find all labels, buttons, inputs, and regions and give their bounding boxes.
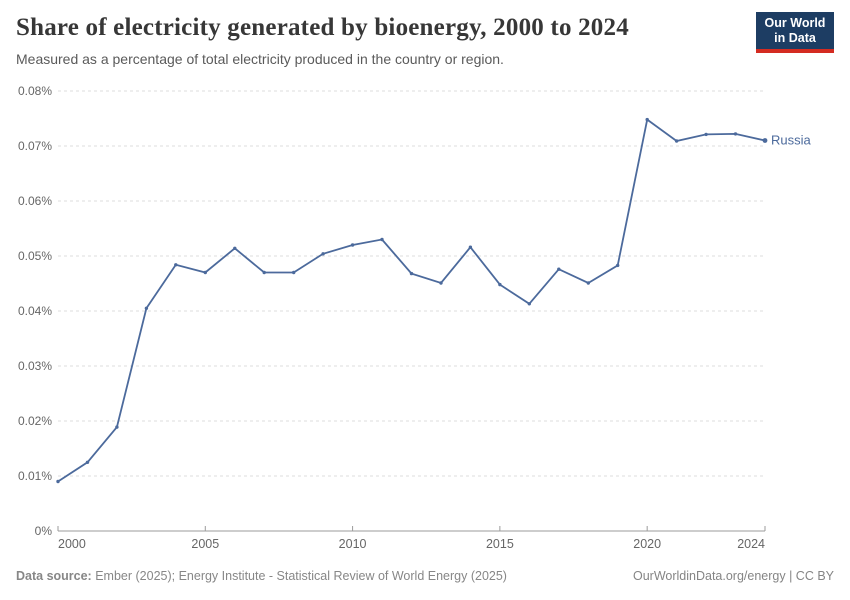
data-point[interactable] — [350, 243, 355, 247]
data-point[interactable] — [616, 263, 620, 268]
data-point[interactable] — [498, 282, 502, 287]
chart-footer: Data source: Ember (2025); Energy Instit… — [16, 569, 834, 583]
line-chart-canvas[interactable]: 0% 0.01% 0.02% 0.03% 0.04% 0.05% 0.06% 0.07% 0.0… — [0, 80, 850, 555]
data-point[interactable] — [203, 270, 207, 275]
y-tick-label: 0.06% — [18, 194, 52, 208]
y-tick-label: 0% — [35, 524, 53, 538]
data-point[interactable] — [704, 132, 708, 137]
data-source-text: Ember (2025); Energy Institute - Statist… — [91, 569, 507, 583]
data-point[interactable] — [439, 281, 443, 285]
data-point[interactable] — [85, 460, 90, 464]
credit-link[interactable]: OurWorldinData.org/energy | CC BY — [632, 569, 834, 583]
data-point[interactable] — [380, 237, 384, 242]
x-tick-label: 2015 — [486, 537, 514, 551]
data-point[interactable] — [321, 252, 325, 256]
series-entity-label[interactable]: Russia — [771, 133, 812, 148]
owid-logo-line2: in Data — [774, 31, 816, 45]
data-point[interactable] — [557, 267, 561, 271]
data-point[interactable] — [144, 306, 149, 310]
data-point[interactable] — [262, 270, 266, 275]
data-source-label: Data source: — [16, 569, 92, 583]
x-tick-label: 2024 — [737, 537, 765, 551]
chart-subtitle: Measured as a percentage of total electr… — [16, 51, 504, 67]
data-point[interactable] — [733, 132, 738, 136]
data-point[interactable] — [56, 479, 60, 484]
y-tick-label: 0.03% — [18, 359, 52, 373]
data-source: Data source: Ember (2025); Energy Instit… — [16, 569, 507, 583]
data-point[interactable] — [115, 425, 119, 429]
series-line[interactable] — [57, 118, 766, 483]
y-tick-label: 0.05% — [18, 249, 52, 263]
x-tick-label: 2000 — [58, 537, 86, 551]
data-point[interactable] — [174, 263, 178, 267]
data-point[interactable] — [292, 270, 296, 275]
y-tick-label: 0.02% — [18, 414, 52, 428]
data-point[interactable] — [586, 281, 590, 285]
owid-logo-line1: Our World — [764, 16, 826, 30]
y-tick-label: 0.07% — [18, 139, 52, 153]
owid-logo[interactable]: Our World in Data — [756, 12, 834, 53]
data-point[interactable] — [527, 302, 531, 306]
y-tick-label: 0.08% — [18, 84, 52, 98]
data-point[interactable] — [762, 138, 768, 143]
y-tick-label: 0.04% — [18, 304, 52, 318]
x-tick-label: 2010 — [339, 537, 367, 551]
data-point[interactable] — [409, 271, 414, 276]
data-point[interactable] — [468, 245, 473, 249]
x-tick-label: 2020 — [633, 537, 661, 551]
page-title: Share of electricity generated by bioene… — [16, 14, 629, 41]
data-point[interactable] — [233, 246, 237, 250]
data-point[interactable] — [645, 117, 649, 122]
x-tick-label: 2005 — [191, 537, 219, 551]
data-point[interactable] — [674, 139, 679, 143]
y-tick-label: 0.01% — [18, 469, 52, 483]
